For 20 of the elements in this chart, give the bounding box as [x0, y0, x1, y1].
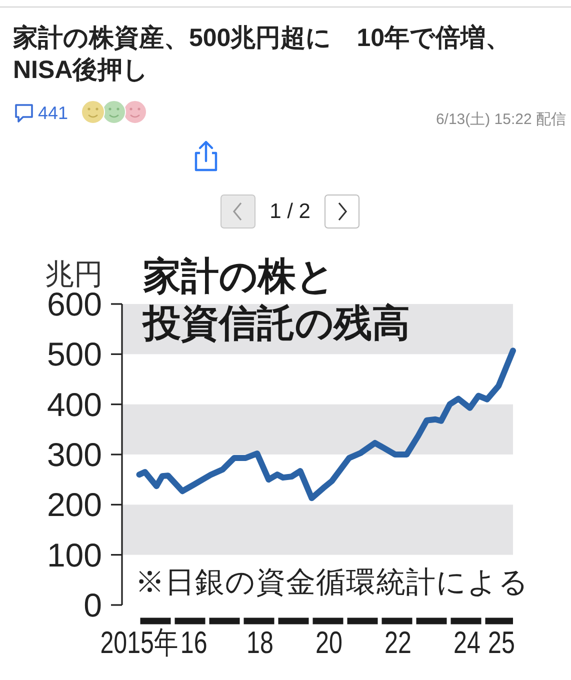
x-tick-label: 18: [246, 625, 274, 660]
y-tick-label: 300: [46, 436, 102, 473]
x-tick-label: 2015年: [100, 625, 178, 660]
x-tick-label: 25: [488, 625, 515, 660]
y-tick-label: 0: [84, 586, 102, 624]
x-tick-label: 24: [454, 625, 480, 660]
chart-subtitle: 家計の株と投資信託の残高: [141, 255, 410, 345]
y-tick-label: 500: [46, 336, 102, 373]
text: 441: [38, 103, 68, 123]
text: 1 / 2: [270, 200, 310, 223]
text: 6/13(土) 15:22 配信: [436, 111, 566, 128]
y-tick-label: 100: [46, 536, 102, 574]
annotation: ※日銀の資金循環統計による: [135, 566, 529, 599]
y-axis-title: 兆円: [45, 259, 103, 291]
x-tick-label: 16: [180, 625, 208, 660]
chart-title: 家計の株資産、500兆円超に 10年で倍増、NISA後押し: [12, 23, 511, 84]
y-tick-label: 400: [46, 386, 102, 423]
x-tick-label: 22: [384, 625, 412, 660]
x-tick-label: 20: [316, 625, 342, 660]
y-tick-label: 200: [46, 486, 102, 524]
